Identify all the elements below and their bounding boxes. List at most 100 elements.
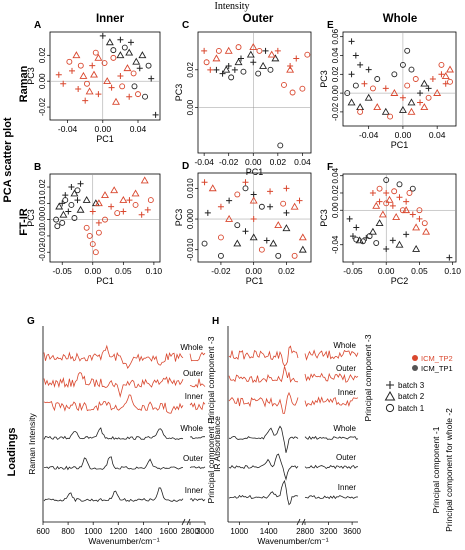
data-point	[399, 94, 406, 101]
legend-batch-2: batch 2	[384, 390, 425, 401]
y-tick-label: -0.02	[38, 97, 47, 116]
data-point	[60, 80, 67, 87]
h-right-label-pc3: Principal component -3	[363, 334, 373, 421]
spectrum-trace	[43, 456, 206, 471]
spectrum-trace	[228, 366, 359, 384]
data-point	[412, 244, 421, 252]
data-point	[382, 85, 389, 92]
data-point	[280, 200, 287, 207]
data-point	[267, 50, 276, 58]
data-point	[304, 51, 311, 58]
data-point	[250, 191, 257, 198]
data-point	[289, 89, 296, 96]
data-point	[347, 98, 356, 106]
x-tick-label: 0.00	[395, 130, 412, 140]
data-point	[144, 206, 151, 213]
data-point	[142, 93, 148, 100]
x-tick-label: 0.00	[95, 124, 112, 134]
legend-group-tp2: ICM_TP2	[412, 354, 453, 363]
x-tick-label: 0.05	[411, 266, 428, 276]
data-point	[240, 68, 247, 75]
legend-group-tp1-label: ICM_TP1	[421, 364, 453, 373]
spectrum-trace	[228, 425, 359, 453]
data-point	[421, 220, 428, 227]
x-tick-label: 3000	[196, 527, 214, 536]
data-point	[77, 62, 84, 69]
legend-groups: ICM_TP2 ICM_TP1	[412, 354, 453, 373]
x-tick-label: 1400	[134, 527, 152, 536]
trace-label: Inner	[185, 486, 204, 495]
data-point	[403, 198, 410, 205]
data-point	[234, 191, 241, 198]
trace-label: Outer	[336, 364, 356, 373]
data-point	[425, 85, 432, 92]
spectrum-trace	[228, 453, 359, 481]
spectrum-trace	[43, 344, 206, 369]
x-tick-label: 0.00	[85, 266, 102, 276]
x-tick-label: 0.02	[278, 266, 295, 276]
x-axis-label: PC1	[246, 276, 264, 286]
h-right-label-pc-whole: Principal component for whole -2	[444, 408, 454, 532]
data-point	[369, 189, 376, 196]
data-point	[119, 83, 126, 90]
legend-batches: batch 3 batch 2 batch 1	[384, 381, 425, 413]
data-point	[76, 205, 85, 213]
y-axis-label: PC3	[319, 209, 329, 227]
x-tick-label: 0.10	[146, 266, 163, 276]
x-tick-label: 600	[36, 527, 50, 536]
loadings-panel-g: G Whole Outer Inner Whole Outer Inner 600 800 100…	[27, 316, 214, 546]
trace-label: Whole	[333, 424, 356, 433]
x-axis-label: PC1	[391, 140, 409, 150]
scatter-panel-c: -0.04 -0.02 0.00 0.02 0.04 0.00 0.02 PC1 PC3 C	[174, 20, 312, 177]
spectrum-trace	[43, 394, 206, 414]
data-point	[217, 234, 224, 241]
x-tick-label: -0.02	[219, 157, 239, 167]
axis-break-icon	[296, 518, 306, 526]
trace-label: Inner	[185, 392, 204, 401]
data-point	[376, 185, 383, 192]
scatter-panel-f: -0.05 0.00 0.05 0.10-0.040.000.020.04PC2PC3…	[319, 162, 461, 286]
x-tick-label: 3600	[343, 527, 361, 536]
data-point	[376, 198, 383, 205]
data-point	[422, 227, 431, 235]
data-point	[267, 188, 274, 195]
data-point	[344, 90, 351, 97]
data-point	[225, 63, 232, 70]
data-point	[412, 76, 419, 82]
data-point	[213, 66, 220, 73]
column-header-inner: Inner	[96, 13, 125, 25]
data-point	[387, 113, 394, 120]
data-point	[72, 51, 81, 59]
spectrum-trace	[228, 391, 359, 414]
y-tick-label: -0.02	[38, 243, 47, 262]
data-point	[116, 51, 125, 59]
data-point	[383, 189, 390, 196]
data-point	[259, 61, 268, 69]
scatter-panel-b: -0.05 0.00 0.05 0.10-0.02-0.010.000.010.02P…	[26, 162, 162, 286]
data-point	[132, 202, 139, 208]
trace-label: Outer	[183, 454, 203, 463]
data-point	[357, 61, 364, 68]
data-point	[152, 111, 159, 118]
data-point	[389, 237, 396, 244]
data-point	[249, 233, 258, 241]
data-point	[250, 216, 257, 223]
data-point	[438, 71, 445, 78]
plot-frame	[197, 172, 312, 263]
data-point	[291, 252, 298, 259]
x-tick-label: -0.05	[53, 266, 73, 276]
data-point	[262, 47, 269, 54]
spectrum-trace	[43, 372, 206, 398]
y-tick-label: 0.02	[331, 66, 340, 82]
data-point	[95, 229, 102, 236]
data-point	[353, 236, 360, 243]
column-header-whole: Whole	[383, 13, 418, 25]
y-tick-label: 0.01	[38, 195, 47, 211]
data-point	[277, 142, 284, 149]
data-point	[55, 202, 64, 210]
y-tick-label: -0.01	[38, 226, 47, 245]
legend-group-tp2-label: ICM_TP2	[421, 354, 453, 363]
x-tick-label: 1200	[109, 527, 127, 536]
data-point	[217, 203, 224, 210]
data-point	[352, 82, 359, 89]
